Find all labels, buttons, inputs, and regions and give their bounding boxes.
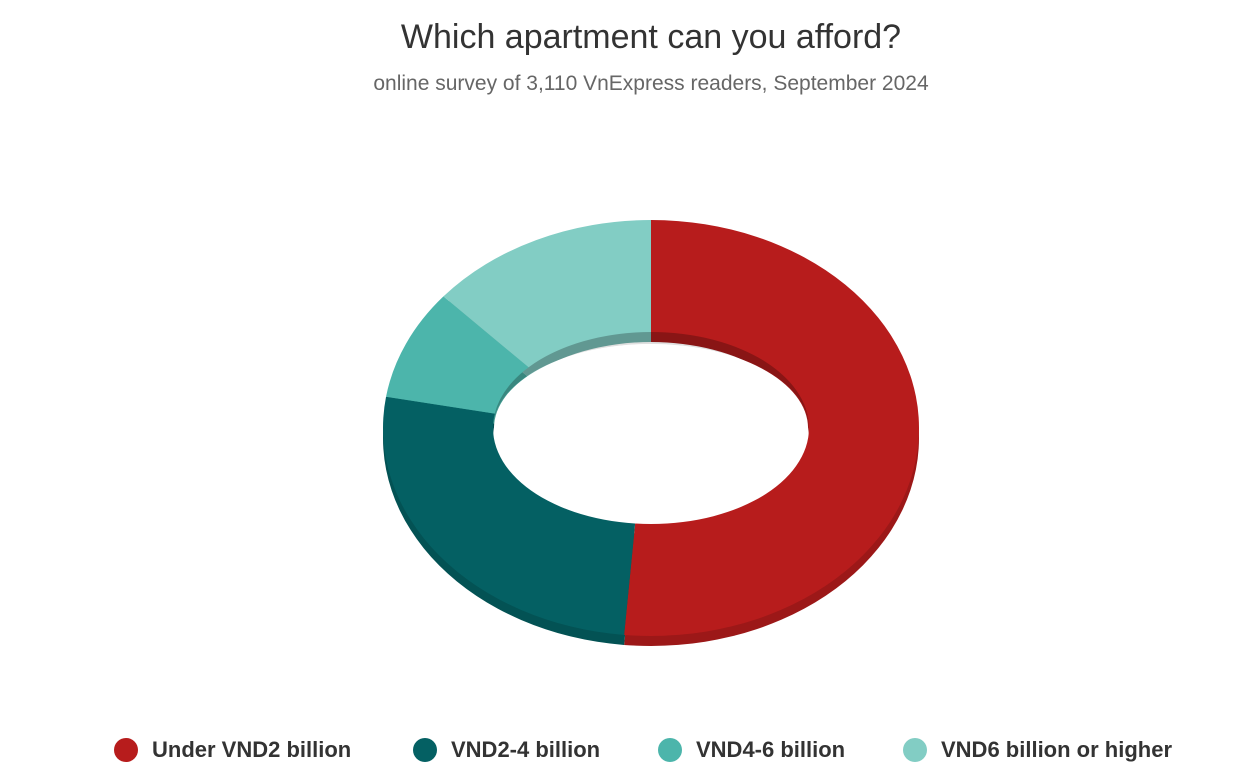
chart-legend: Under VND2 billion VND2-4 billion VND4-6…	[0, 733, 1258, 767]
slice-under-2b[interactable]	[624, 220, 919, 636]
slice-6b-plus[interactable]	[443, 220, 651, 368]
legend-item-4-6b[interactable]: VND4-6 billion	[658, 733, 845, 767]
legend-marker-2-4b	[413, 738, 437, 762]
legend-marker-4-6b	[658, 738, 682, 762]
chart-title: Which apartment can you afford?	[400, 18, 902, 56]
legend-item-2-4b[interactable]: VND2-4 billion	[413, 733, 600, 767]
legend-item-6b-plus[interactable]: VND6 billion or higher	[903, 733, 1172, 767]
legend-label-2-4b: VND2-4 billion	[451, 737, 601, 762]
legend-label-4-6b: VND4-6 billion	[696, 737, 846, 762]
legend-label-6b-plus: VND6 billion or higher	[941, 737, 1173, 762]
legend-marker-under-2b	[114, 738, 138, 762]
slice-4-6b[interactable]	[386, 296, 529, 414]
donut-hole	[494, 344, 808, 512]
legend-marker-6b-plus	[903, 738, 927, 762]
slice-2-4b[interactable]	[382, 396, 636, 635]
legend-item-under-2b[interactable]: Under VND2 billion	[114, 733, 351, 767]
legend-label-under-2b: Under VND2 billion	[152, 737, 352, 762]
chart-subtitle: online survey of 3,110 VnExpress readers…	[373, 72, 929, 95]
